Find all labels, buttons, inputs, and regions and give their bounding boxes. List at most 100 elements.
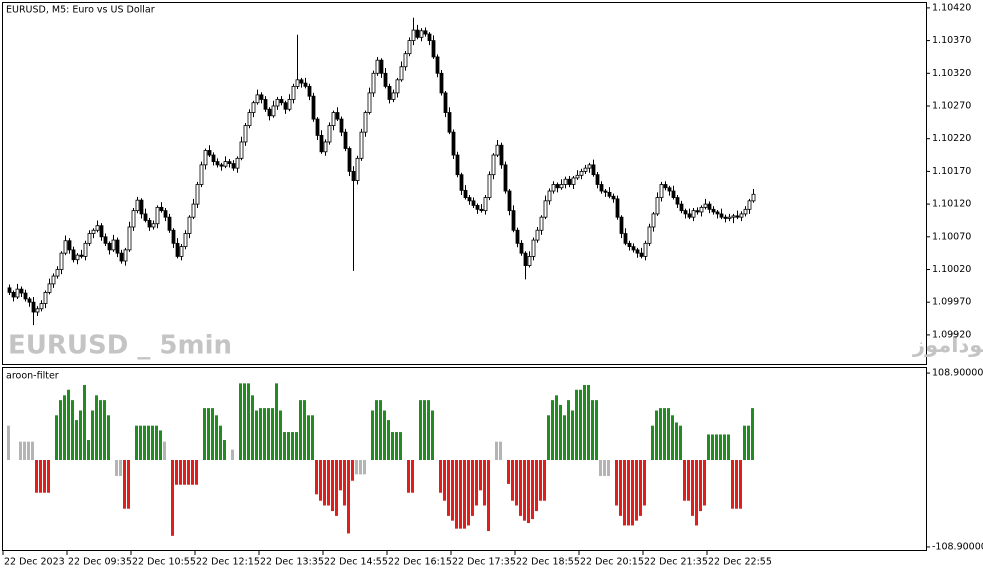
indicator-bar [319,459,322,501]
candle-body [231,163,236,169]
indicator-bar [255,410,258,460]
candle-body [71,249,76,261]
candle-body [603,190,608,193]
indicator-bar [283,432,286,460]
indicator-bar [355,459,358,475]
x-tick-label: 22 Dec 14:55 [324,557,388,568]
candle-body [687,213,692,218]
indicator-bar [211,408,214,460]
candle-body [351,170,356,181]
indicator-bar [231,449,234,460]
candle-body [743,208,748,215]
indicator-bar [43,459,46,493]
candle-body [163,210,168,218]
indicator-bar [579,389,582,460]
candle-body [291,85,296,100]
indicator-bar [147,425,150,460]
indicator-bar [639,459,642,516]
y-tick-label: 1.10270 [932,100,971,111]
indicator-bar [159,430,162,460]
indicator-bar [655,410,658,460]
candle-body [243,125,248,143]
candle-body [415,29,420,38]
candle-body [695,210,700,213]
candle-body [167,216,172,231]
indicator-bar [139,425,142,460]
candle-body [575,174,580,179]
candle-body [79,254,84,257]
y-tick-label: -108.90000 [932,541,983,552]
candle-body [343,131,348,149]
indicator-bar [615,459,618,506]
candle-body [427,33,432,41]
x-tick-label: 22 Dec 12:15 [196,557,260,568]
candle-body [399,66,404,81]
candle-body [7,287,12,293]
candle-body [251,102,256,113]
indicator-bar [383,410,386,460]
candle-body [151,223,156,228]
indicator-bar [271,408,274,460]
indicator-bar [363,459,366,475]
y-tick-label: 1.09920 [932,329,971,340]
candle-body [383,72,388,87]
indicator-bar [359,459,362,475]
indicator-bar [127,459,130,509]
candle-body [591,164,596,176]
indicator-bar [527,459,530,524]
candle-body [255,94,260,104]
y-tick-label: 1.10220 [932,133,971,144]
indicator-bar [663,408,666,460]
x-tick-label: 22 Dec 13:35 [260,557,324,568]
candle-body [55,269,60,277]
candle-body [143,213,148,221]
indicator-bar [623,459,626,526]
candle-body [287,99,292,110]
indicator-bar [463,459,466,529]
candle-body [403,53,408,68]
candle-body [199,164,204,185]
indicator-bar [543,459,546,501]
x-tick-label: 22 Dec 09:35 [68,557,132,568]
candle-body [259,94,264,100]
candle-body [747,200,752,210]
indicator-bar [443,459,446,501]
indicator-bar [451,459,454,521]
indicator-bar [247,383,250,460]
candle-body [751,193,756,202]
indicator-bar [551,400,554,460]
indicator-bar [743,425,746,460]
candle-body [611,195,616,200]
indicator-bar [511,459,514,501]
indicator-bar [423,400,426,460]
indicator-bar [723,434,726,460]
y-tick-label: 1.10070 [932,231,971,242]
indicator-bar [67,389,70,460]
candle-body [51,275,56,285]
x-tick-label: 22 Dec 22:55 [708,557,772,568]
candle-body [99,225,104,238]
candle-body [455,154,460,176]
indicator-bar [427,400,430,460]
candle-body [303,82,308,87]
indicator-bar [323,459,326,506]
candle-body [443,92,448,113]
candle-body [663,184,668,189]
indicator-bar [643,459,646,506]
candle-body [463,189,468,198]
indicator-bar [387,420,390,460]
candle-body [499,144,504,166]
indicator-bar [171,459,174,536]
candle-body [159,206,164,212]
indicator-bar [475,459,478,506]
candle-body [395,79,400,94]
indicator-bar [47,459,50,493]
indicator-bar [347,459,350,534]
y-tick-label: 1.10320 [932,68,971,79]
candle-body [339,118,344,133]
candle-body [411,29,416,41]
indicator-bar [31,441,34,460]
indicator-bar [187,459,190,485]
indicator-bar [151,425,154,460]
candle-body [267,108,272,117]
